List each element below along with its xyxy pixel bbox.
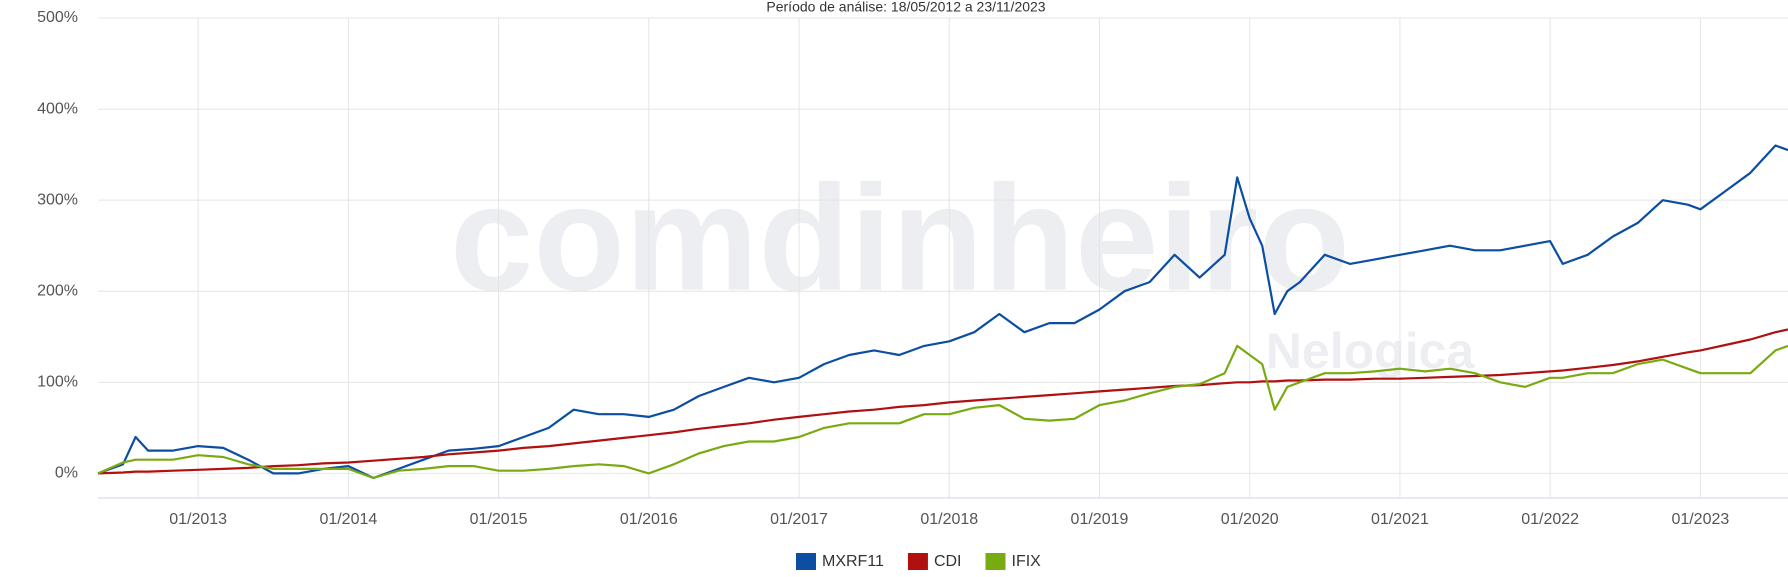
legend-label: CDI <box>934 553 962 570</box>
x-tick-label: 01/2018 <box>920 511 978 528</box>
y-tick-label: 400% <box>37 100 78 117</box>
y-tick-label: 0% <box>55 465 78 482</box>
x-tick-label: 01/2023 <box>1671 511 1729 528</box>
x-tick-label: 01/2016 <box>620 511 678 528</box>
series-line <box>97 344 1788 480</box>
legend-label: IFIX <box>1012 553 1042 570</box>
legend-swatch <box>907 553 928 570</box>
x-tick-label: 01/2013 <box>169 511 227 528</box>
y-tick-label: 100% <box>37 374 78 391</box>
legend-label: MXRF11 <box>822 553 884 570</box>
legend-swatch <box>985 553 1006 570</box>
subtitle: Período de análise: 18/05/2012 a 23/11/2… <box>766 0 1045 15</box>
y-tick-label: 500% <box>37 9 78 26</box>
x-tick-label: 01/2015 <box>470 511 528 528</box>
legend-swatch <box>796 553 816 570</box>
x-tick-label: 01/2020 <box>1221 511 1279 528</box>
x-tick-label: 01/2021 <box>1371 511 1429 528</box>
x-tick-label: 01/2017 <box>770 511 828 528</box>
y-tick-label: 300% <box>37 191 78 208</box>
x-tick-label: 01/2022 <box>1521 511 1579 528</box>
y-tick-label: 200% <box>37 282 78 299</box>
x-tick-label: 01/2014 <box>319 511 377 528</box>
watermark: comdinheiro <box>450 154 1350 322</box>
series-line <box>97 328 1788 475</box>
x-tick-label: 01/2019 <box>1071 511 1129 528</box>
